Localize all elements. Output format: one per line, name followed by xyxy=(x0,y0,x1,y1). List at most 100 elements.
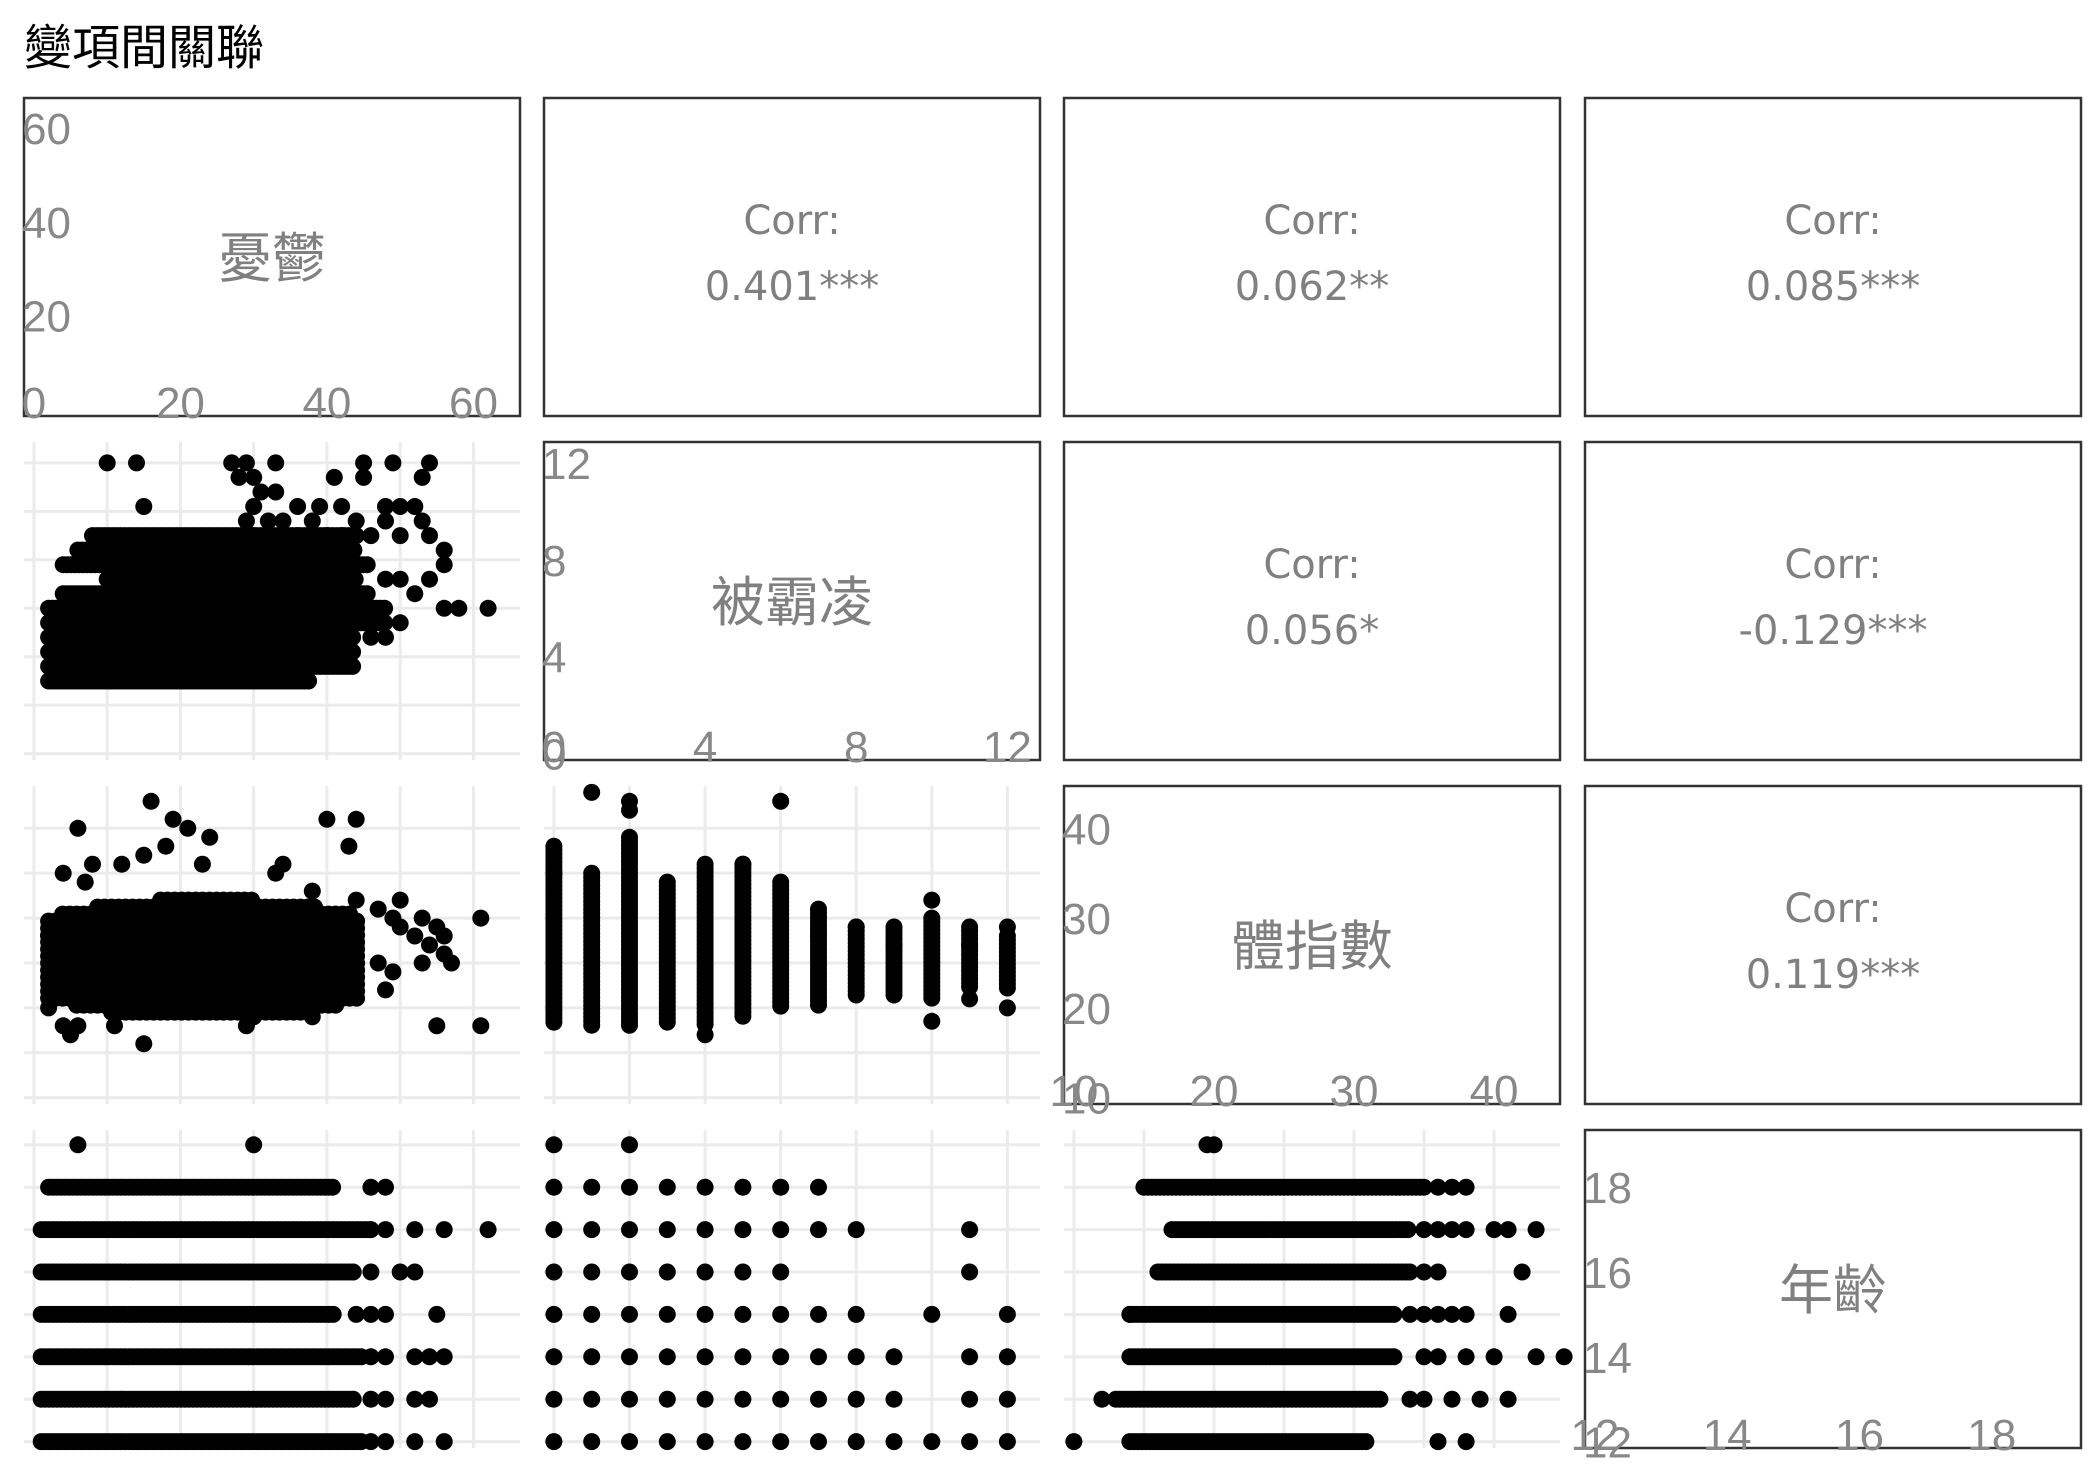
data-point xyxy=(583,1348,601,1366)
data-point xyxy=(406,927,424,945)
y-tick-label: 18 xyxy=(1583,1164,1632,1213)
chart-title: 變項間關聯 xyxy=(24,20,265,76)
data-point xyxy=(333,918,351,936)
data-point xyxy=(1065,1433,1083,1451)
data-point xyxy=(1513,1263,1531,1281)
data-point xyxy=(658,1263,676,1281)
data-point xyxy=(267,864,285,882)
data-point xyxy=(347,891,365,909)
data-point xyxy=(428,1305,446,1323)
x-tick-label: 4 xyxy=(693,723,717,772)
data-point xyxy=(734,1305,752,1323)
data-point xyxy=(1415,1263,1433,1281)
data-point xyxy=(252,483,270,501)
data-point xyxy=(734,855,752,873)
data-point xyxy=(1429,1305,1447,1323)
data-point xyxy=(1401,1263,1419,1281)
x-tick-label: 40 xyxy=(1470,1067,1519,1116)
variable-name: 年齡 xyxy=(1779,1259,1887,1322)
data-point xyxy=(734,1348,752,1366)
x-tick-label: 20 xyxy=(156,379,205,428)
corr-value: 0.401*** xyxy=(705,264,880,310)
data-point xyxy=(1429,1263,1447,1281)
data-point xyxy=(345,541,363,559)
data-point xyxy=(479,599,497,617)
data-point xyxy=(421,1348,438,1366)
data-point xyxy=(1499,1305,1517,1323)
variable-name: 憂鬱 xyxy=(218,227,326,290)
data-point xyxy=(435,927,453,945)
data-point xyxy=(696,1390,714,1408)
data-point xyxy=(1471,1390,1489,1408)
data-point xyxy=(1357,1433,1375,1451)
data-point xyxy=(377,1390,394,1408)
data-point xyxy=(325,468,343,486)
data-point xyxy=(583,1433,601,1451)
corr-panel: Corr: 0.401*** xyxy=(542,96,1042,418)
data-point xyxy=(245,498,263,515)
x-tick-label: 20 xyxy=(1189,1067,1238,1116)
data-point xyxy=(377,1305,394,1323)
data-point xyxy=(377,1433,394,1451)
data-point xyxy=(1457,1178,1475,1196)
panel-border xyxy=(1583,440,2083,762)
data-point xyxy=(333,527,351,545)
variable-name: 被霸凌 xyxy=(711,571,873,634)
data-point xyxy=(696,1348,714,1366)
data-point xyxy=(347,527,365,545)
corr-value: -0.129*** xyxy=(1739,608,1928,654)
data-point xyxy=(179,819,197,837)
data-point xyxy=(47,981,65,999)
data-point xyxy=(961,990,979,1008)
data-point xyxy=(435,1433,453,1451)
data-point xyxy=(1415,1221,1433,1239)
data-point xyxy=(545,1136,563,1154)
scatter-panel xyxy=(544,783,1040,1104)
data-point xyxy=(347,936,365,954)
data-point xyxy=(1443,1305,1461,1323)
x-tick-label: 10 xyxy=(1049,1067,1098,1116)
data-point xyxy=(961,936,979,954)
data-point xyxy=(583,1390,601,1408)
data-point xyxy=(347,810,365,828)
data-point xyxy=(348,989,366,1007)
data-point xyxy=(274,527,292,545)
data-point xyxy=(658,1013,676,1031)
data-point xyxy=(545,1305,563,1323)
data-point xyxy=(961,1433,979,1451)
data-point xyxy=(810,1390,827,1408)
data-point xyxy=(998,1390,1016,1408)
data-point xyxy=(355,454,373,472)
x-tick-label: 12 xyxy=(1570,1411,1619,1460)
data-point xyxy=(406,1433,424,1451)
data-point xyxy=(303,1008,321,1026)
data-point xyxy=(1457,1305,1475,1323)
panel-border xyxy=(1062,440,1562,762)
data-point xyxy=(303,512,321,530)
data-point xyxy=(113,855,131,873)
data-point xyxy=(998,999,1016,1017)
corr-panel: Corr: 0.119*** xyxy=(1583,784,2083,1106)
data-point xyxy=(435,599,453,617)
data-point xyxy=(961,1221,979,1239)
data-point xyxy=(311,498,329,515)
scatter-panel xyxy=(544,1130,1040,1451)
data-point xyxy=(164,810,182,828)
data-point xyxy=(772,1390,790,1408)
data-point xyxy=(406,585,424,603)
data-point xyxy=(734,1390,752,1408)
data-point xyxy=(923,891,941,909)
data-point xyxy=(318,810,336,828)
data-point xyxy=(259,512,277,530)
data-point xyxy=(289,498,307,515)
data-point xyxy=(318,527,336,545)
data-point xyxy=(810,1433,827,1451)
data-point xyxy=(362,628,380,646)
data-point xyxy=(1555,1348,1573,1366)
data-point xyxy=(377,512,394,530)
data-point xyxy=(847,1390,865,1408)
panel-border xyxy=(1583,96,2083,418)
data-point xyxy=(157,837,175,855)
data-point xyxy=(355,468,373,486)
